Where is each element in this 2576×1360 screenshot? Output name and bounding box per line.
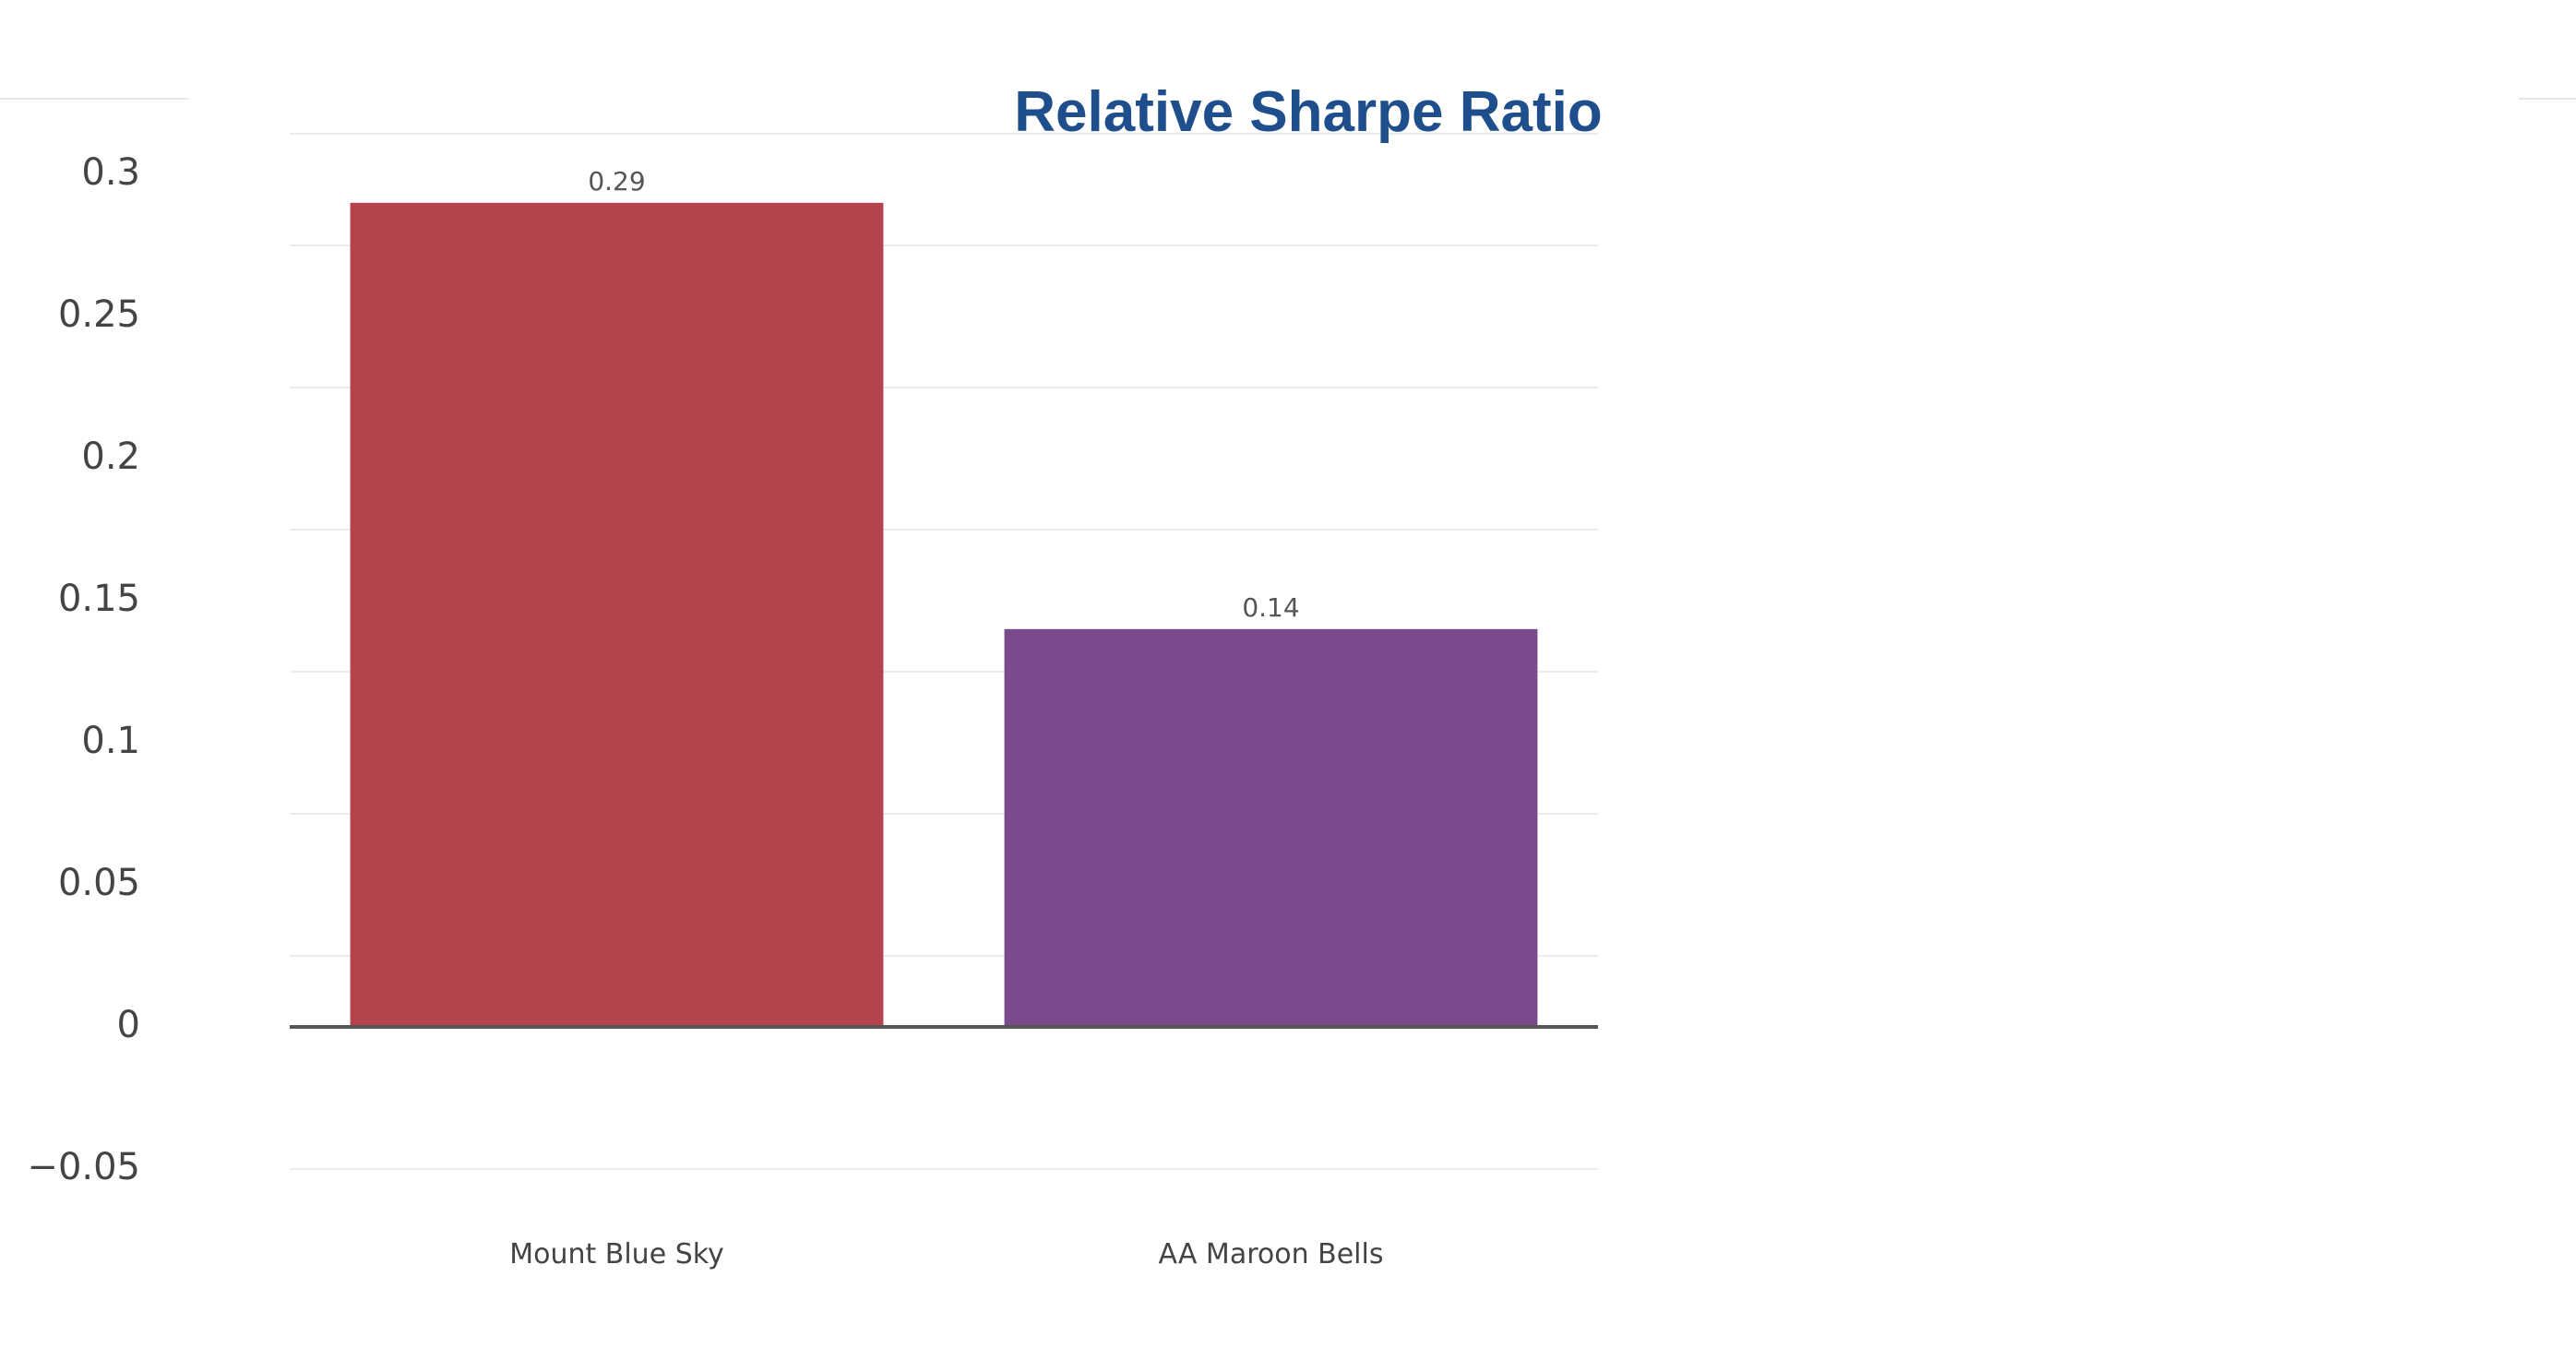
bar-1 bbox=[1004, 628, 1538, 1027]
y-tick-label: 0.2 bbox=[81, 435, 140, 478]
x-category-label: Mount Blue Sky bbox=[509, 1238, 724, 1271]
bar-0 bbox=[350, 202, 884, 1028]
y-tick-label: 0 bbox=[117, 1004, 140, 1046]
y-tick-label: 0.3 bbox=[81, 151, 140, 194]
y-tick-label: −0.05 bbox=[27, 1146, 140, 1188]
x-category-label: AA Maroon Bells bbox=[1159, 1238, 1384, 1271]
y-tick-label: 0.25 bbox=[58, 293, 140, 336]
y-tick-label: 0.1 bbox=[81, 720, 140, 762]
data-label: 0.14 bbox=[1242, 592, 1299, 623]
data-label: 0.29 bbox=[588, 166, 645, 197]
bars bbox=[350, 202, 1538, 1028]
y-tick-label: 0.05 bbox=[58, 862, 140, 904]
labels: 0.3 0.25 0.2 0.15 0.1 0.05 0 −0.05 0.29 Mount Blu… bbox=[27, 151, 1383, 1271]
chart-title: Relative Sharpe Ratio bbox=[1014, 80, 1602, 144]
y-tick-label: 0.15 bbox=[58, 578, 140, 620]
